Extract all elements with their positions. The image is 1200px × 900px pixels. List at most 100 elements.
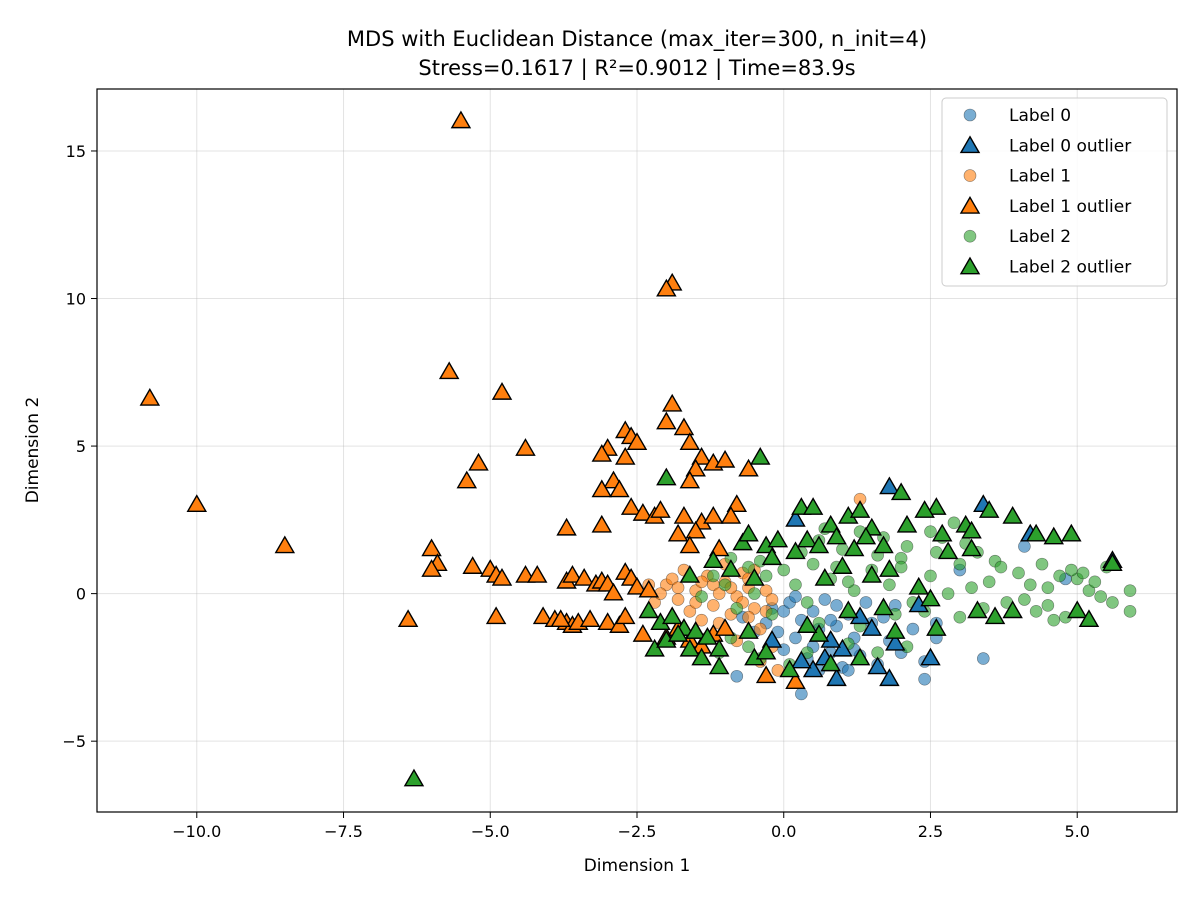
scatter-point xyxy=(1053,569,1066,583)
outlier-point xyxy=(796,615,818,633)
outlier-point xyxy=(814,567,836,586)
outlier-point xyxy=(908,576,929,595)
scatter-point xyxy=(806,605,820,618)
legend-marker xyxy=(963,229,977,243)
x-tick-label: 5.0 xyxy=(1064,822,1089,841)
outlier-point xyxy=(579,609,601,628)
x-axis-label: Dimension 1 xyxy=(584,856,691,876)
outlier-point xyxy=(855,526,877,545)
scatter-point xyxy=(695,613,708,627)
outlier-point xyxy=(685,520,706,539)
scatter-point xyxy=(695,590,708,603)
outlier-point xyxy=(708,638,730,657)
outlier-point xyxy=(638,600,659,619)
outlier-point xyxy=(890,482,912,501)
outlier-point xyxy=(885,632,906,651)
outlier-point xyxy=(808,624,830,642)
outlier-point xyxy=(873,597,894,616)
outlier-point xyxy=(656,411,677,430)
outlier-point xyxy=(802,497,824,515)
outlier-point xyxy=(626,576,648,595)
outlier-point xyxy=(661,393,683,412)
scatter-point xyxy=(1065,563,1078,577)
scatter-point xyxy=(718,578,732,592)
scatter-point xyxy=(777,563,791,577)
scatter-point xyxy=(1088,575,1102,589)
outlier-point xyxy=(186,494,208,512)
scatter-point xyxy=(1012,566,1025,580)
scatter-point xyxy=(712,587,726,600)
scatter-point xyxy=(759,584,773,597)
scatter-point xyxy=(789,578,802,592)
legend-marker xyxy=(959,256,981,275)
scatter-point xyxy=(748,587,761,600)
outlier-point xyxy=(785,508,806,527)
legend: Label 0 Label 0 outlier Label 1 Label 1 out… xyxy=(941,97,1168,287)
scatter-point xyxy=(777,605,791,618)
scatter-point xyxy=(665,572,679,586)
outlier-point xyxy=(591,514,613,533)
scatter-point xyxy=(789,631,802,645)
outlier-point xyxy=(984,606,1006,625)
outlier-point xyxy=(720,505,742,524)
outlier-point xyxy=(550,609,571,628)
outlier-point xyxy=(714,618,736,636)
outlier-point xyxy=(820,653,841,672)
scatter-point xyxy=(894,560,908,574)
scatter-point xyxy=(1047,613,1061,627)
scatter-point xyxy=(965,581,978,595)
outlier-point xyxy=(808,535,830,554)
scatter-point xyxy=(1041,581,1055,595)
y-tick-label: 5 xyxy=(76,437,86,456)
y-axis-ticks: −5 0 5 10 15 xyxy=(62,142,97,751)
outlier-point xyxy=(573,567,595,586)
outlier-point xyxy=(679,432,701,450)
scatter-point xyxy=(977,652,990,665)
legend-label: Label 2 outlier xyxy=(1009,258,1131,278)
scatter-point xyxy=(1035,557,1049,571)
legend-label: Label 0 xyxy=(1009,106,1071,126)
outlier-point xyxy=(667,523,689,542)
outlier-point xyxy=(843,538,865,557)
outlier-point xyxy=(673,417,695,436)
outlier-point xyxy=(421,538,442,557)
x-tick-label: −2.5 xyxy=(618,822,657,841)
scatter-point xyxy=(1094,590,1107,603)
scatter-point xyxy=(842,575,855,589)
outlier-point xyxy=(667,624,689,642)
scatter-point xyxy=(924,525,937,538)
scatter-point xyxy=(683,605,697,618)
outlier-point xyxy=(703,505,724,524)
scatter-point xyxy=(1123,605,1137,618)
outlier-point xyxy=(591,479,613,498)
outlier-point xyxy=(697,626,718,645)
y-tick-label: 0 xyxy=(76,585,86,604)
outlier-point xyxy=(691,647,712,666)
outlier-point xyxy=(679,470,701,489)
scatter-point xyxy=(842,664,855,677)
outlier-point xyxy=(726,494,748,512)
y-axis-label: Dimension 2 xyxy=(23,397,43,504)
outlier-point xyxy=(832,556,853,574)
scatter-point xyxy=(830,599,843,612)
outlier-point xyxy=(632,624,654,642)
y-tick-label: 10 xyxy=(66,290,86,309)
outlier-point xyxy=(515,438,536,456)
outlier-point xyxy=(450,110,472,129)
outlier-point xyxy=(879,476,900,495)
outlier-point xyxy=(920,588,941,607)
outlier-point xyxy=(1002,505,1023,524)
scatter-point xyxy=(953,557,967,571)
scatter-point xyxy=(753,622,767,636)
outlier-point xyxy=(632,503,654,521)
outlier-point xyxy=(785,541,806,560)
legend-label: Label 0 outlier xyxy=(1009,136,1131,156)
outlier-point xyxy=(738,621,759,639)
scatter-point xyxy=(1123,584,1137,597)
outlier-point xyxy=(1002,600,1023,619)
outlier-point xyxy=(849,647,871,666)
data-points xyxy=(139,110,1137,787)
scatter-point xyxy=(1029,605,1043,618)
scatter-point xyxy=(800,596,814,609)
